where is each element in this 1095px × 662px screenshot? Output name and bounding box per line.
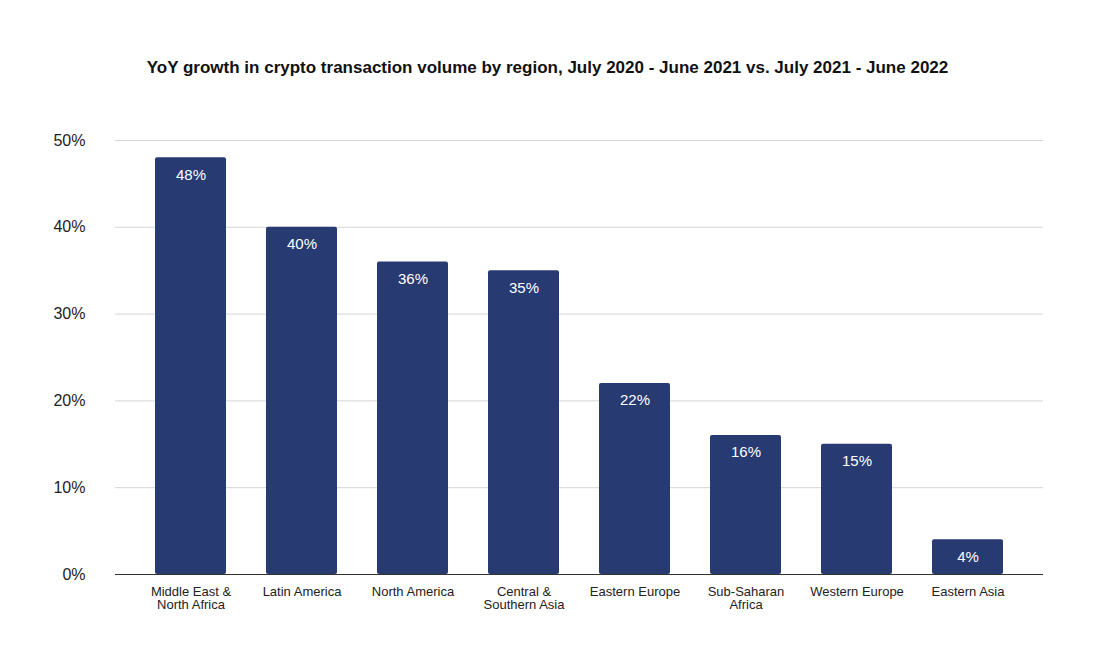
svg-text:0%: 0% bbox=[62, 566, 85, 583]
svg-text:50%: 50% bbox=[53, 132, 85, 149]
svg-text:30%: 30% bbox=[53, 305, 85, 322]
svg-text:15%: 15% bbox=[842, 452, 872, 469]
svg-text:40%: 40% bbox=[53, 218, 85, 235]
svg-text:35%: 35% bbox=[509, 279, 539, 296]
svg-text:22%: 22% bbox=[620, 391, 650, 408]
svg-text:10%: 10% bbox=[53, 479, 85, 496]
svg-text:36%: 36% bbox=[398, 270, 428, 287]
svg-text:20%: 20% bbox=[53, 392, 85, 409]
svg-text:Eastern Asia: Eastern Asia bbox=[932, 584, 1006, 599]
svg-text:Central &Southern Asia: Central &Southern Asia bbox=[484, 584, 566, 612]
svg-text:16%: 16% bbox=[731, 443, 761, 460]
svg-text:40%: 40% bbox=[287, 235, 317, 252]
svg-text:Latin America: Latin America bbox=[263, 584, 343, 599]
svg-text:Middle East &North Africa: Middle East &North Africa bbox=[151, 584, 232, 612]
svg-text:48%: 48% bbox=[176, 166, 206, 183]
svg-text:Western Europe: Western Europe bbox=[810, 584, 904, 599]
html-text:YoY growth in crypto transacti: YoY growth in crypto transaction volume … bbox=[146, 58, 949, 77]
svg-text:Sub-SaharanAfrica: Sub-SaharanAfrica bbox=[708, 584, 785, 612]
svg-text:Eastern Europe: Eastern Europe bbox=[590, 584, 680, 599]
svg-text:North America: North America bbox=[372, 584, 455, 599]
svg-text:4%: 4% bbox=[957, 548, 979, 565]
